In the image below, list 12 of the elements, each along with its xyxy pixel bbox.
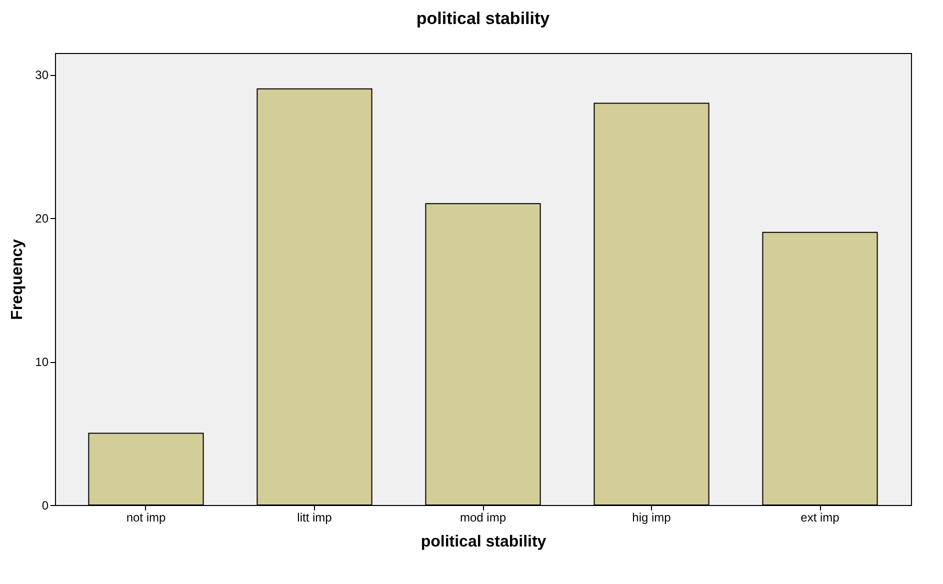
x-axis-title: political stability — [420, 534, 546, 550]
x-tick-label: litt imp — [297, 510, 332, 524]
x-tick-label: mod imp — [460, 510, 506, 524]
y-tick-label: 10 — [35, 355, 49, 370]
x-tick-label: not imp — [126, 510, 166, 524]
x-tick-label: ext imp — [800, 510, 840, 524]
y-tick-label: 20 — [35, 212, 49, 226]
chart-title: political stability — [416, 9, 550, 28]
y-axis-title: Frequency — [9, 238, 26, 320]
y-tick-label: 0 — [42, 498, 49, 512]
x-tick-label: hig imp — [632, 510, 672, 524]
y-tick-label: 30 — [35, 68, 49, 82]
